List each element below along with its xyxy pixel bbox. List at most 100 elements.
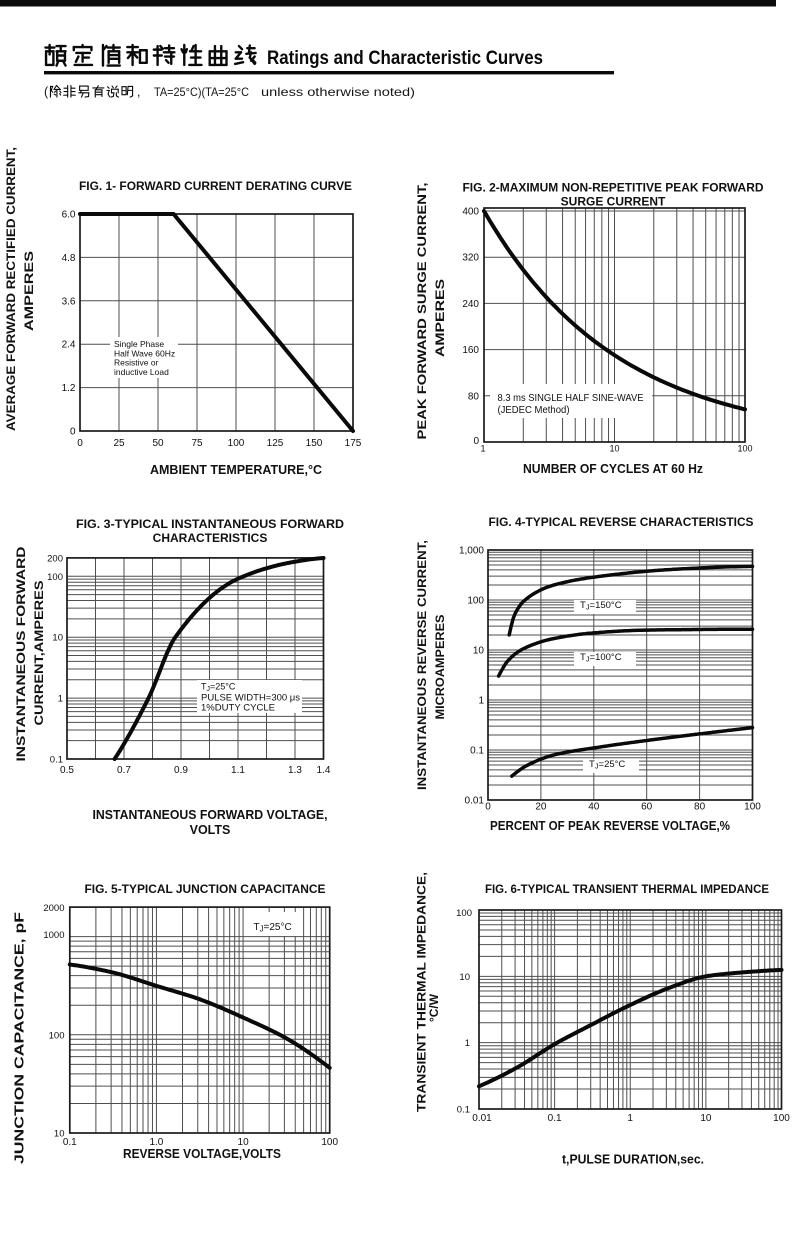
svg-text:0.7: 0.7 bbox=[117, 765, 131, 776]
svg-text:1: 1 bbox=[480, 444, 485, 454]
svg-text:AMBIENT TEMPERATURE,°C: AMBIENT TEMPERATURE,°C bbox=[150, 463, 322, 477]
svg-text:inductive Load: inductive Load bbox=[114, 367, 169, 377]
svg-text:200: 200 bbox=[47, 553, 63, 564]
svg-text:FIG. 5-TYPICAL JUNCTION CAPACI: FIG. 5-TYPICAL JUNCTION CAPACITANCE bbox=[85, 882, 326, 896]
svg-text:125: 125 bbox=[267, 438, 284, 449]
svg-text:unless otherwise noted): unless otherwise noted) bbox=[261, 85, 415, 99]
svg-text:40: 40 bbox=[588, 802, 600, 813]
svg-text:1.2: 1.2 bbox=[62, 383, 76, 394]
svg-text:1: 1 bbox=[58, 694, 63, 705]
svg-text:3.6: 3.6 bbox=[62, 296, 76, 307]
svg-text:0.01: 0.01 bbox=[465, 796, 485, 807]
svg-text:REVERSE VOLTAGE,VOLTS: REVERSE VOLTAGE,VOLTS bbox=[123, 1147, 281, 1161]
svg-text:80: 80 bbox=[694, 802, 706, 813]
svg-text:4.8: 4.8 bbox=[62, 253, 76, 264]
svg-text:100: 100 bbox=[744, 802, 761, 813]
svg-text:0: 0 bbox=[473, 436, 479, 447]
svg-text:25: 25 bbox=[113, 438, 125, 449]
svg-text:0: 0 bbox=[70, 427, 76, 438]
svg-text:10: 10 bbox=[459, 972, 470, 983]
svg-text:0: 0 bbox=[77, 438, 83, 449]
svg-text:10: 10 bbox=[52, 633, 63, 644]
svg-text:1000: 1000 bbox=[43, 930, 64, 941]
svg-text:TJ=100°C: TJ=100°C bbox=[580, 652, 622, 664]
svg-text:50: 50 bbox=[152, 438, 164, 449]
svg-text:FIG. 2-MAXIMUM NON-REPETITIVE: FIG. 2-MAXIMUM NON-REPETITIVE PEAK FORWA… bbox=[463, 181, 764, 195]
svg-text:INSTANTANEOUS FORWARD VOLTAGE,: INSTANTANEOUS FORWARD VOLTAGE, bbox=[93, 808, 328, 822]
svg-text:160: 160 bbox=[462, 345, 479, 356]
svg-text:AMPERES: AMPERES bbox=[433, 279, 447, 357]
svg-text:MICROAMPERES: MICROAMPERES bbox=[433, 615, 447, 720]
svg-text:100: 100 bbox=[773, 1113, 790, 1124]
svg-text:100: 100 bbox=[47, 572, 63, 583]
svg-text:INSTANTANEOUS FORWARD: INSTANTANEOUS FORWARD bbox=[14, 546, 28, 761]
svg-text:0.1: 0.1 bbox=[50, 755, 63, 766]
svg-text:TJ=150°C: TJ=150°C bbox=[580, 600, 622, 612]
svg-text:0.5: 0.5 bbox=[60, 765, 74, 776]
svg-text:0: 0 bbox=[485, 802, 491, 813]
svg-text:75: 75 bbox=[191, 438, 203, 449]
svg-text:CURRENT,AMPERES: CURRENT,AMPERES bbox=[32, 581, 46, 726]
svg-text:6.0: 6.0 bbox=[62, 210, 76, 221]
svg-text:NUMBER OF CYCLES AT 60 Hz: NUMBER OF CYCLES AT 60 Hz bbox=[523, 462, 703, 476]
svg-text:175: 175 bbox=[345, 438, 362, 449]
svg-text:AVERAGE FORWARD RECTIFIED CURR: AVERAGE FORWARD RECTIFIED CURRENT, bbox=[4, 147, 18, 431]
svg-text:JUNCTION CAPACITANCE, pF: JUNCTION CAPACITANCE, pF bbox=[12, 912, 27, 1164]
svg-text:1.1: 1.1 bbox=[231, 765, 245, 776]
svg-text:PULSE WIDTH=300 μs: PULSE WIDTH=300 μs bbox=[201, 693, 301, 703]
svg-text:1,000: 1,000 bbox=[459, 546, 484, 557]
svg-text:100: 100 bbox=[321, 1137, 338, 1148]
svg-text:1: 1 bbox=[465, 1038, 470, 1049]
svg-text:10: 10 bbox=[609, 444, 619, 454]
svg-text:1: 1 bbox=[627, 1113, 633, 1124]
svg-text:(JEDEC Method): (JEDEC Method) bbox=[498, 405, 570, 416]
svg-text:PEAK FORWARD SURGE CURRENT,: PEAK FORWARD SURGE CURRENT, bbox=[415, 183, 429, 440]
svg-text:8.3 ms SINGLE HALF SINE-WAVE: 8.3 ms SINGLE HALF SINE-WAVE bbox=[498, 393, 644, 404]
svg-text:TRANSIENT THERMAL IMPEDANCE,: TRANSIENT THERMAL IMPEDANCE, bbox=[415, 872, 429, 1112]
svg-text:TJ=25°C: TJ=25°C bbox=[589, 759, 625, 771]
svg-text:0.1: 0.1 bbox=[470, 746, 484, 757]
svg-text:PERCENT OF PEAK REVERSE VOLTAG: PERCENT OF PEAK REVERSE VOLTAGE,% bbox=[490, 819, 730, 833]
svg-text:FIG. 6-TYPICAL TRANSIENT THERM: FIG. 6-TYPICAL TRANSIENT THERMAL IMPEDAN… bbox=[485, 882, 769, 896]
svg-text:100: 100 bbox=[228, 438, 245, 449]
svg-text:0.1: 0.1 bbox=[548, 1113, 562, 1124]
svg-text:2.4: 2.4 bbox=[62, 340, 76, 351]
svg-text:100: 100 bbox=[737, 444, 752, 454]
svg-text:150: 150 bbox=[306, 438, 323, 449]
svg-text:1.4: 1.4 bbox=[317, 765, 331, 776]
svg-text:0.1: 0.1 bbox=[63, 1137, 77, 1148]
svg-text:20: 20 bbox=[535, 802, 547, 813]
svg-text:SURGE CURRENT: SURGE CURRENT bbox=[561, 195, 666, 209]
svg-text:°C/W: °C/W bbox=[427, 993, 441, 1022]
svg-text:Ratings and Characteristic Cur: Ratings and Characteristic Curves bbox=[267, 48, 543, 69]
svg-text:10: 10 bbox=[700, 1113, 712, 1124]
svg-text:FIG. 3-TYPICAL INSTANTANEOUS F: FIG. 3-TYPICAL INSTANTANEOUS FORWARD bbox=[76, 517, 344, 531]
svg-text:1: 1 bbox=[478, 696, 484, 707]
svg-text:320: 320 bbox=[462, 253, 479, 264]
svg-text:80: 80 bbox=[468, 391, 480, 402]
svg-text:TJ=25°C: TJ=25°C bbox=[201, 682, 236, 694]
svg-text:,: , bbox=[137, 85, 140, 99]
svg-text:FIG. 4-TYPICAL REVERSE CHARACT: FIG. 4-TYPICAL REVERSE CHARACTERISTICS bbox=[489, 515, 754, 529]
svg-text:TA=25°C)(TA=25°C: TA=25°C)(TA=25°C bbox=[154, 85, 249, 99]
svg-text:AMPERES: AMPERES bbox=[22, 251, 36, 331]
svg-text:1%DUTY CYCLE: 1%DUTY CYCLE bbox=[201, 703, 275, 713]
svg-text:VOLTS: VOLTS bbox=[190, 823, 231, 837]
svg-text:240: 240 bbox=[462, 299, 479, 310]
svg-text:FIG. 1- FORWARD CURRENT DERATI: FIG. 1- FORWARD CURRENT DERATING CURVE bbox=[79, 179, 352, 193]
svg-text:1.3: 1.3 bbox=[288, 765, 302, 776]
svg-text:INSTANTANEOUS REVERSE CURRENT,: INSTANTANEOUS REVERSE CURRENT, bbox=[415, 540, 429, 790]
svg-text:TJ=25°C: TJ=25°C bbox=[254, 922, 292, 934]
svg-text:400: 400 bbox=[462, 207, 479, 218]
svg-text:60: 60 bbox=[641, 802, 653, 813]
svg-text:0.1: 0.1 bbox=[457, 1105, 470, 1116]
svg-text:0.01: 0.01 bbox=[472, 1113, 492, 1124]
svg-text:10: 10 bbox=[473, 646, 485, 657]
svg-text:CHARACTERISTICS: CHARACTERISTICS bbox=[153, 531, 268, 545]
svg-text:0.9: 0.9 bbox=[174, 765, 188, 776]
svg-text:100: 100 bbox=[467, 596, 484, 607]
svg-text:100: 100 bbox=[49, 1030, 65, 1041]
svg-text:t,PULSE DURATION,sec.: t,PULSE DURATION,sec. bbox=[562, 1153, 704, 1167]
svg-text:2000: 2000 bbox=[43, 903, 64, 914]
svg-text:100: 100 bbox=[456, 908, 472, 919]
